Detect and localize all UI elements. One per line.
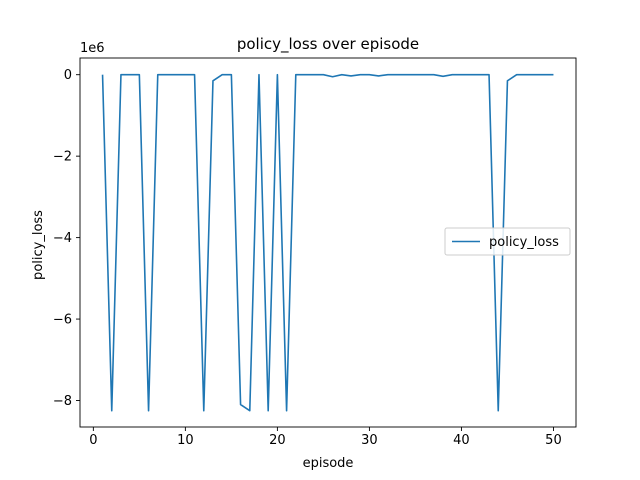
x-tick-label: 20: [269, 433, 286, 448]
chart-title: policy_loss over episode: [237, 35, 419, 54]
plot-frame: [79, 57, 577, 428]
x-axis-label: episode: [303, 456, 354, 471]
y-tick-label: −4: [53, 231, 72, 246]
y-tick-label: −2: [53, 150, 72, 165]
y-tick-label: −8: [53, 394, 72, 409]
x-tick-label: 30: [361, 433, 378, 448]
series-line-0: [101, 73, 554, 412]
y-tick-label: −6: [53, 313, 72, 328]
legend-box: [444, 227, 571, 256]
x-tick-label: 0: [89, 433, 97, 448]
x-tick-label: 10: [177, 433, 194, 448]
y-tick-label: 0: [64, 68, 72, 83]
y-scale-label: 1e6: [80, 41, 105, 56]
legend-label: policy_loss: [489, 235, 559, 250]
x-tick-label: 40: [453, 433, 470, 448]
y-axis-label: policy_loss: [31, 210, 46, 280]
x-tick-label: 50: [545, 433, 562, 448]
